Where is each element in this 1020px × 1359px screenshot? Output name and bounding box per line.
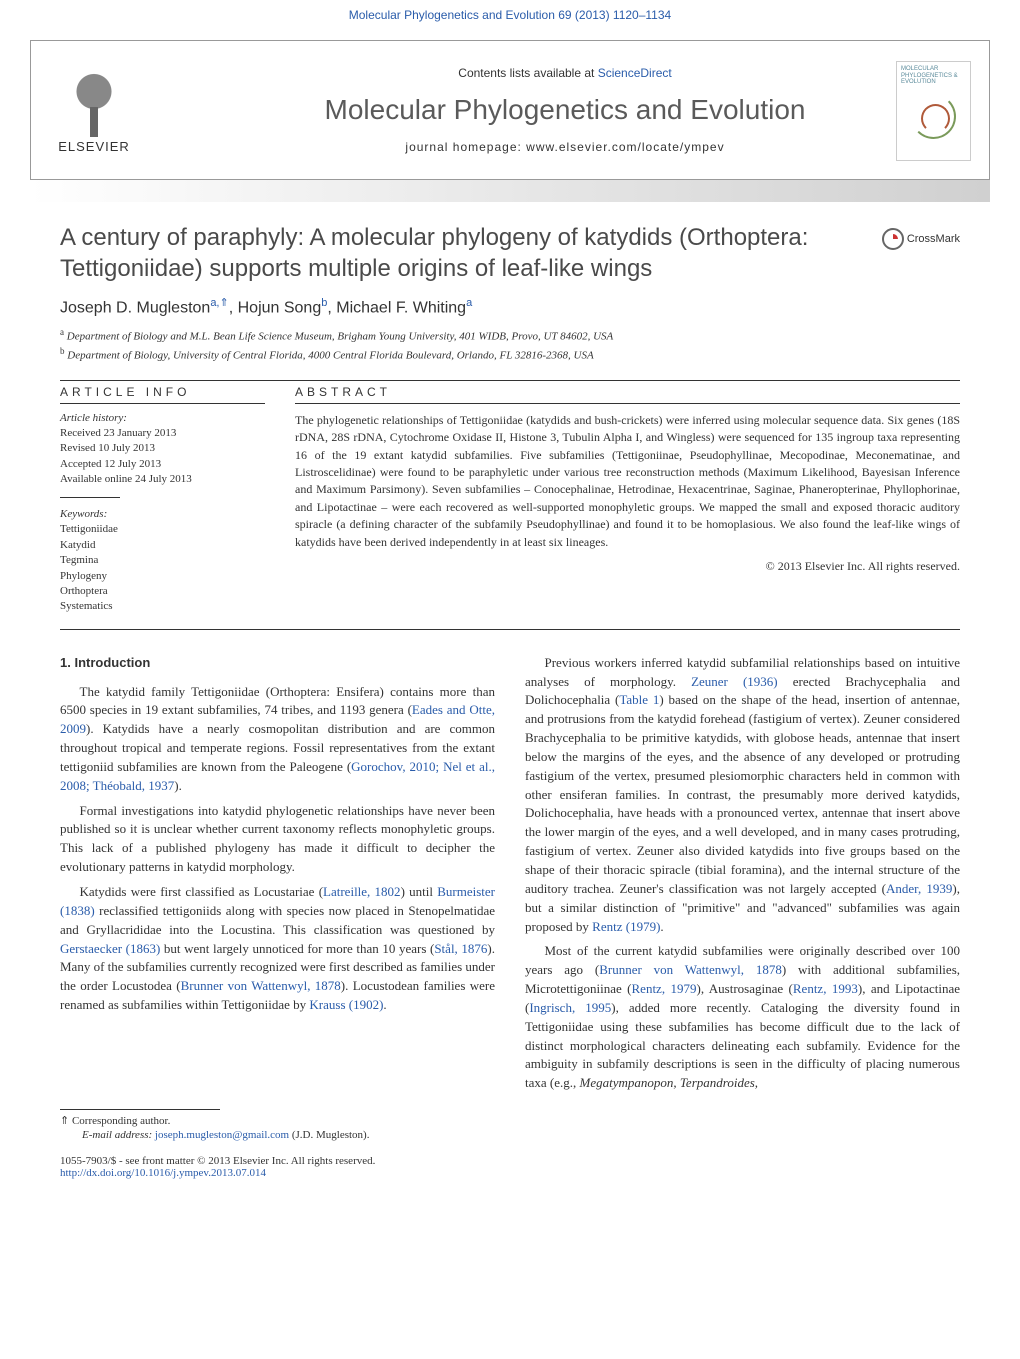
history-revised: Revised 10 July 2013	[60, 441, 265, 456]
body-p1-right: Previous workers inferred katydid subfam…	[525, 654, 960, 937]
footer: ⇑ Corresponding author. E-mail address: …	[0, 1099, 1020, 1199]
journal-cover-thumbnail[interactable]: MOLECULAR PHYLOGENETICS & EVOLUTION	[896, 61, 971, 161]
journal-title: Molecular Phylogenetics and Evolution	[159, 94, 971, 126]
info-divider	[60, 403, 265, 404]
abstract-col: ABSTRACT The phylogenetic relationships …	[295, 385, 960, 615]
cover-title-text: MOLECULAR PHYLOGENETICS & EVOLUTION	[901, 66, 966, 86]
elsevier-tree-icon	[59, 67, 129, 137]
cite-krauss[interactable]: Krauss (1902)	[309, 997, 383, 1012]
publisher-name: ELSEVIER	[58, 139, 130, 154]
article-info-col: ARTICLE INFO Article history: Received 2…	[60, 385, 265, 615]
email-prefix: E-mail address:	[82, 1129, 155, 1141]
crossmark-label: CrossMark	[907, 233, 960, 245]
author-1: Joseph D. Mugleston	[60, 300, 210, 317]
cite-gerstaecker[interactable]: Gerstaecker (1863)	[60, 941, 160, 956]
history-online: Available online 24 July 2013	[60, 472, 265, 487]
body-col-right: Previous workers inferred katydid subfam…	[525, 654, 960, 1099]
journal-homepage: journal homepage: www.elsevier.com/locat…	[159, 140, 971, 154]
intro-p1: The katydid family Tettigoniidae (Orthop…	[60, 683, 495, 796]
contents-available-line: Contents lists available at ScienceDirec…	[159, 66, 971, 80]
keywords-divider	[60, 497, 120, 498]
abstract-heading: ABSTRACT	[295, 385, 960, 399]
affiliations: a Department of Biology and M.L. Bean Li…	[60, 326, 960, 364]
keyword-3: Tegmina	[60, 553, 265, 568]
crossmark-button[interactable]: CrossMark	[882, 228, 960, 250]
affil-sup-a2: a	[466, 297, 472, 309]
cite-latreille[interactable]: Latreille, 1802	[323, 884, 401, 899]
email-line: E-mail address: joseph.mugleston@gmail.c…	[60, 1129, 960, 1141]
keyword-5: Orthoptera	[60, 584, 265, 599]
abstract-copyright: © 2013 Elsevier Inc. All rights reserved…	[295, 559, 960, 574]
homepage-url[interactable]: www.elsevier.com/locate/ympev	[526, 140, 724, 154]
email-link[interactable]: joseph.mugleston@gmail.com	[155, 1129, 289, 1141]
article-title: A century of paraphyly: A molecular phyl…	[60, 222, 862, 284]
cite-rentz79-2[interactable]: Rentz, 1979	[632, 981, 697, 996]
contents-prefix: Contents lists available at	[458, 66, 597, 80]
abstract-text: The phylogenetic relationships of Tettig…	[295, 412, 960, 551]
corresponding-star: ⇑	[220, 297, 229, 309]
info-abstract-row: ARTICLE INFO Article history: Received 2…	[60, 385, 960, 615]
crossmark-icon	[882, 228, 904, 250]
footnote-divider	[60, 1109, 220, 1110]
intro-heading: 1. Introduction	[60, 654, 495, 673]
affiliation-a: a Department of Biology and M.L. Bean Li…	[60, 326, 960, 345]
header-center: Contents lists available at ScienceDirec…	[159, 66, 971, 154]
cover-graphic-icon	[911, 94, 956, 139]
homepage-prefix: journal homepage:	[405, 140, 526, 154]
cite-table1[interactable]: Table 1	[619, 692, 659, 707]
cite-stal[interactable]: Stål, 1876	[434, 941, 487, 956]
body-p2-right: Most of the current katydid subfamilies …	[525, 942, 960, 1093]
intro-p3: Katydids were first classified as Locust…	[60, 883, 495, 1015]
elsevier-logo[interactable]: ELSEVIER	[49, 55, 139, 165]
abstract-divider	[295, 403, 960, 404]
author-3: , Michael F. Whiting	[327, 300, 466, 317]
cite-brunner-2[interactable]: Brunner von Wattenwyl, 1878	[599, 962, 782, 977]
author-2: , Hojun Song	[229, 300, 322, 317]
authors-line: Joseph D. Muglestona,⇑, Hojun Songb, Mic…	[60, 296, 960, 317]
top-divider	[60, 380, 960, 381]
corresponding-author-note: ⇑ Corresponding author.	[60, 1114, 960, 1127]
email-suffix: (J.D. Mugleston).	[289, 1129, 369, 1141]
title-row: A century of paraphyly: A molecular phyl…	[60, 222, 960, 284]
doi-link[interactable]: http://dx.doi.org/10.1016/j.ympev.2013.0…	[60, 1167, 266, 1179]
journal-issue-link[interactable]: Molecular Phylogenetics and Evolution 69…	[0, 0, 1020, 30]
history-received: Received 23 January 2013	[60, 426, 265, 441]
issn-copyright: 1055-7903/$ - see front matter © 2013 El…	[60, 1155, 960, 1167]
article-info-heading: ARTICLE INFO	[60, 385, 265, 399]
header-gradient-bar	[30, 180, 990, 202]
keyword-2: Katydid	[60, 538, 265, 553]
cite-brunner-1[interactable]: Brunner von Wattenwyl, 1878	[181, 978, 341, 993]
cite-zeuner[interactable]: Zeuner (1936)	[691, 674, 778, 689]
history-accepted: Accepted 12 July 2013	[60, 457, 265, 472]
cite-rentz93[interactable]: Rentz, 1993	[793, 981, 858, 996]
keyword-1: Tettigoniidae	[60, 522, 265, 537]
affil-sup-a: a,	[210, 297, 219, 309]
cite-rentz79[interactable]: Rentz (1979)	[592, 919, 660, 934]
intro-p2: Formal investigations into katydid phylo…	[60, 802, 495, 877]
keyword-4: Phylogeny	[60, 569, 265, 584]
journal-header: ELSEVIER Contents lists available at Sci…	[30, 40, 990, 180]
post-abstract-divider	[60, 629, 960, 630]
taxa-italic: Megatympanopon, Terpandroides,	[580, 1075, 759, 1090]
keyword-6: Systematics	[60, 599, 265, 614]
article-front-matter: A century of paraphyly: A molecular phyl…	[0, 202, 1020, 654]
sciencedirect-link[interactable]: ScienceDirect	[598, 66, 672, 80]
history-label: Article history:	[60, 412, 265, 424]
affiliation-b: b Department of Biology, University of C…	[60, 345, 960, 364]
cite-ander[interactable]: Ander, 1939	[886, 881, 952, 896]
body-columns: 1. Introduction The katydid family Tetti…	[0, 654, 1020, 1099]
keywords-label: Keywords:	[60, 508, 265, 520]
body-col-left: 1. Introduction The katydid family Tetti…	[60, 654, 495, 1099]
cite-ingrisch[interactable]: Ingrisch, 1995	[529, 1000, 611, 1015]
